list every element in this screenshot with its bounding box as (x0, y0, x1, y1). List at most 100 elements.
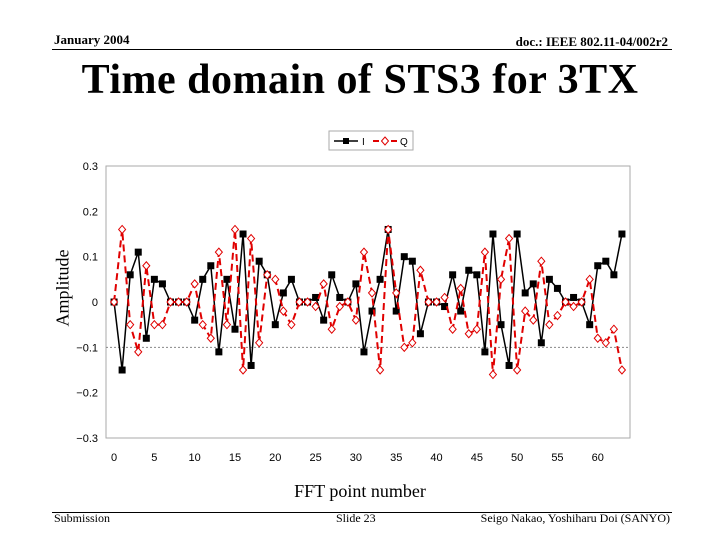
data-point-q (601, 338, 610, 348)
data-point-q (327, 324, 336, 334)
data-point-i (513, 230, 521, 238)
data-point-i (441, 303, 449, 311)
data-point-q (617, 365, 627, 375)
y-tick-label: −0.1 (76, 342, 98, 354)
data-point-i (521, 289, 529, 297)
data-point-q (464, 328, 473, 339)
data-point-i (199, 275, 207, 283)
data-point-i (215, 348, 223, 356)
data-point-i (400, 253, 408, 261)
data-point-q (392, 288, 401, 298)
data-point-i (465, 266, 473, 274)
data-point-q (448, 324, 457, 334)
data-point-i (553, 284, 561, 292)
data-point-q (303, 297, 312, 307)
data-point-q (222, 319, 232, 330)
data-point-i (336, 293, 344, 301)
data-point-q (158, 319, 167, 330)
data-point-q (529, 315, 538, 325)
data-point-i (602, 257, 610, 265)
data-point-i (505, 361, 513, 369)
legend-box (328, 130, 414, 151)
data-point-q (537, 256, 546, 266)
data-point-i (328, 271, 336, 279)
data-point-q (279, 306, 288, 316)
x-tick-label: 25 (309, 452, 321, 464)
data-point-i (376, 275, 384, 283)
data-point-i (231, 325, 239, 333)
data-point-q (263, 270, 272, 280)
data-point-i (191, 316, 199, 324)
data-point-q (577, 297, 586, 307)
legend-marker-i (343, 138, 349, 144)
x-tick-label: 30 (350, 452, 362, 464)
data-point-q (134, 347, 143, 357)
x-tick-label: 50 (511, 452, 523, 464)
y-tick-label: 0.3 (83, 161, 98, 173)
x-tick-label: 10 (189, 452, 201, 464)
series-line-i (113, 229, 623, 371)
plot-frame (105, 165, 631, 439)
data-point-i (134, 248, 142, 256)
data-point-q (214, 247, 224, 257)
data-point-i (207, 262, 215, 270)
x-tick-label: 5 (151, 452, 157, 464)
data-point-q (287, 319, 296, 330)
x-tick-label: 45 (471, 452, 483, 464)
data-point-q (295, 297, 304, 307)
x-tick-label: 55 (551, 452, 563, 464)
data-point-i (287, 275, 295, 283)
data-point-i (481, 348, 489, 356)
data-point-i (142, 334, 150, 342)
data-point-q (343, 297, 353, 307)
data-point-q (238, 365, 248, 375)
data-point-q (432, 297, 441, 307)
data-point-q (585, 274, 594, 285)
x-tick-label: 40 (430, 452, 442, 464)
data-point-q (109, 297, 119, 307)
data-point-q (166, 297, 175, 307)
data-point-q (383, 224, 393, 235)
data-point-q (561, 297, 570, 307)
data-point-q (351, 315, 361, 325)
data-point-q (335, 301, 344, 312)
data-point-i (416, 330, 424, 338)
data-point-i (545, 275, 553, 283)
data-point-i (312, 293, 320, 301)
data-point-i (239, 230, 247, 238)
footer-slide-number: Slide 23 (336, 511, 376, 525)
x-tick-label: 60 (592, 452, 604, 464)
data-point-q (367, 288, 377, 298)
data-point-q (480, 247, 490, 257)
data-point-q (142, 260, 151, 271)
header-doc-id: doc.: IEEE 802.11-04/002r2 (515, 34, 668, 49)
data-point-i (497, 321, 505, 329)
data-point-i (118, 366, 126, 374)
data-point-i (158, 280, 166, 288)
data-point-q (609, 324, 619, 334)
data-point-i (594, 262, 602, 270)
legend-label-i: I (362, 137, 365, 148)
data-point-q (246, 233, 256, 244)
data-point-q (512, 365, 522, 375)
footer-authors: Seigo Nakao, Yoshiharu Doi (SANYO) (480, 511, 670, 525)
data-point-i (247, 361, 255, 369)
data-point-q (117, 224, 127, 235)
data-point-q (271, 274, 280, 285)
data-point-q (319, 279, 328, 289)
data-point-q (206, 333, 215, 344)
data-point-q (456, 283, 465, 294)
data-point-q (593, 333, 602, 344)
data-point-i (320, 316, 328, 324)
data-point-q (521, 306, 530, 316)
data-point-i (489, 230, 497, 238)
y-tick-label: 0.2 (83, 206, 98, 218)
footer-rule (52, 512, 672, 513)
data-point-q (359, 247, 369, 257)
data-point-i (529, 280, 537, 288)
data-point-q (375, 365, 385, 375)
data-point-i (618, 230, 626, 238)
data-point-i (255, 257, 263, 265)
